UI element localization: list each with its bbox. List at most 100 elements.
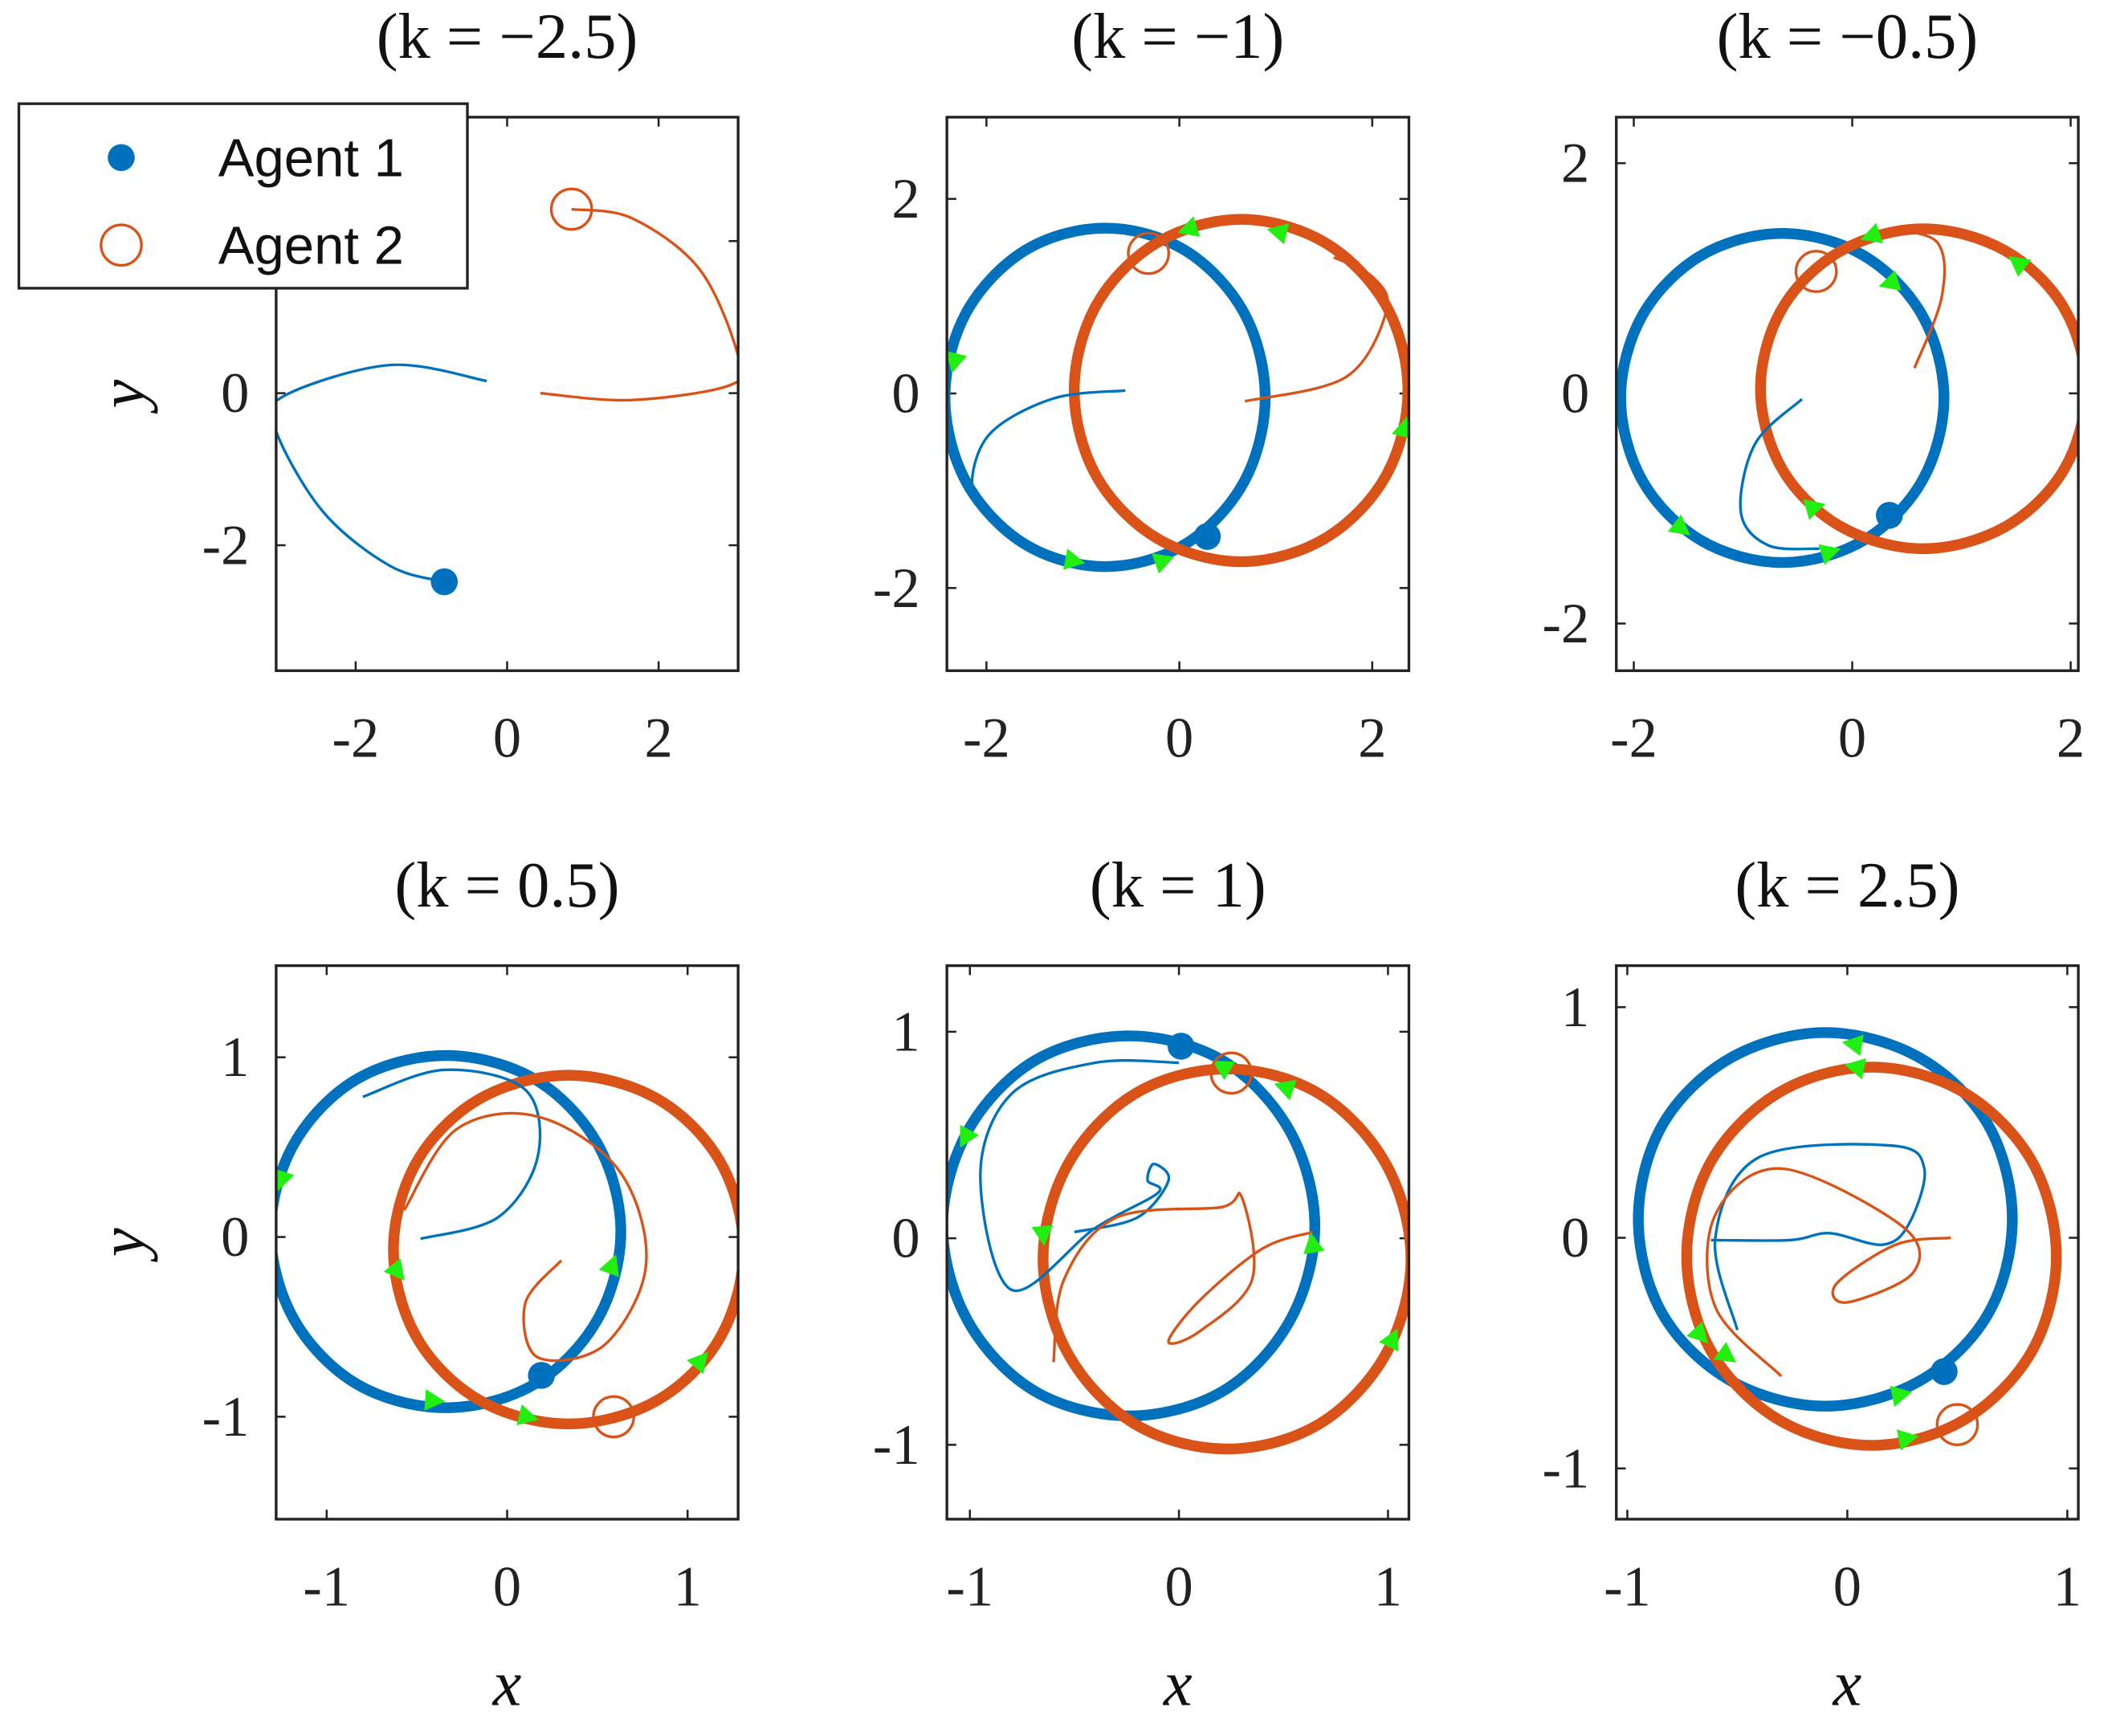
y-tick-label: 0 (1561, 1207, 1589, 1269)
direction-arrow (275, 1168, 295, 1192)
direction-arrow (1890, 1385, 1912, 1408)
direction-arrow (1303, 1232, 1325, 1255)
direction-arrow (1392, 416, 1409, 439)
y-tick-label: -1 (873, 1414, 920, 1477)
y-tick-label: -1 (1543, 1437, 1590, 1500)
limit-cycle (947, 222, 1271, 573)
trajectory (362, 1068, 542, 1241)
limit-cycle (947, 1030, 1321, 1422)
y-tick-label: 1 (891, 1000, 919, 1063)
axes-box (275, 964, 740, 1521)
x-tick-label: -1 (303, 1555, 350, 1618)
x-tick-label: -2 (332, 707, 380, 770)
subplot: (k = 1) x -1 0 1 -1 0 1 (873, 850, 1411, 1719)
limit-cycle (1681, 1062, 2062, 1451)
agent-marker (1127, 231, 1170, 275)
direction-arrow (1152, 553, 1175, 574)
trajectory (540, 207, 739, 402)
trajectory (1887, 227, 1947, 369)
subplot-title: (k = 1) (1090, 850, 1266, 921)
trajectory (1739, 397, 1820, 551)
y-tick-label: -2 (1543, 593, 1590, 655)
subplot: (k = 0.5) x y -1 0 1 -1 0 1 (87, 850, 740, 1719)
trajectory (1052, 1192, 1314, 1363)
x-tick-label: 1 (674, 1555, 702, 1618)
y-tick-label: -2 (202, 515, 250, 577)
y-tick-label: 0 (891, 1208, 919, 1270)
direction-arrow (1063, 548, 1086, 570)
x-tick-label: 0 (1838, 707, 1866, 770)
axes-box (275, 116, 740, 672)
direction-arrow (1667, 514, 1690, 536)
y-tick-label: 1 (221, 1026, 249, 1089)
x-tick-label: 0 (1164, 1555, 1193, 1618)
plot-area (947, 214, 1409, 574)
x-tick-label: 0 (493, 1555, 521, 1618)
direction-arrow (1818, 544, 1841, 565)
x-tick-label: 1 (2053, 1555, 2081, 1618)
y-tick-label: -2 (873, 557, 920, 620)
trajectory (1706, 1167, 1951, 1378)
trajectory (1710, 1143, 1926, 1331)
plot-area (1633, 1027, 2062, 1451)
x-tick-label: 2 (645, 707, 673, 770)
direction-arrow (1844, 1057, 1866, 1080)
subplot: (k = 2.5) x -1 0 1 -1 0 1 (1543, 850, 2081, 1720)
limit-cycle (1068, 214, 1409, 568)
direction-arrow (383, 1257, 405, 1281)
legend-label: Agent 2 (218, 216, 404, 276)
x-tick-label: -1 (1604, 1555, 1651, 1618)
agent-marker (430, 568, 459, 596)
agent-marker (1193, 523, 1221, 550)
direction-arrow (947, 351, 968, 373)
agent-marker (1875, 502, 1903, 529)
x-axis-label: x (1833, 1648, 1862, 1719)
x-axis-label: x (492, 1648, 522, 1719)
legend-box (17, 102, 469, 290)
direction-arrow (1212, 1060, 1236, 1081)
direction-arrow (1896, 1429, 1919, 1451)
x-tick-label: 2 (2057, 707, 2085, 770)
agent-marker (549, 187, 593, 231)
trajectory (979, 1058, 1180, 1293)
direction-arrow (1379, 1328, 1399, 1352)
trajectory (970, 389, 1126, 511)
subplot: (k = −1) -2 0 2 -2 0 2 (873, 1, 1411, 770)
direction-arrow (598, 1254, 619, 1278)
subplot-title: (k = 2.5) (1735, 850, 1959, 921)
direction-arrow (960, 1124, 980, 1148)
direction-arrow (2008, 255, 2032, 277)
limit-cycle (388, 1070, 739, 1430)
subplot: (k = −0.5) -2 0 2 -2 0 2 (1543, 1, 2085, 770)
direction-arrow (1860, 222, 1883, 244)
y-tick-label: -1 (202, 1386, 250, 1449)
x-tick-label: 1 (1374, 1555, 1402, 1618)
x-axis-label: x (1163, 1648, 1193, 1719)
axes-box (945, 964, 1411, 1521)
limit-cycle (1038, 1063, 1409, 1455)
direction-arrow (687, 1351, 708, 1375)
y-tick-label: 0 (221, 1206, 249, 1269)
axes-box (1615, 116, 2080, 672)
axes-box (945, 116, 1411, 672)
direction-arrow (1878, 270, 1902, 291)
y-tick-label: 0 (221, 362, 249, 425)
direction-arrow (424, 1389, 446, 1411)
y-tick-label: 2 (1561, 132, 1589, 195)
subplot-title: (k = 0.5) (394, 850, 619, 921)
agent-marker (592, 1395, 635, 1439)
x-tick-label: -1 (946, 1555, 993, 1618)
legend-marker (108, 144, 135, 172)
x-tick-label: -2 (963, 707, 1010, 770)
direction-arrow (1274, 1079, 1297, 1101)
direction-arrow (1177, 216, 1201, 237)
x-tick-label: 2 (1358, 707, 1386, 770)
y-axis-label: y (87, 379, 158, 414)
direction-arrow (1841, 1034, 1864, 1057)
y-tick-label: 1 (1561, 976, 1589, 1039)
x-tick-label: 0 (1165, 707, 1193, 770)
y-tick-label: 2 (891, 168, 919, 230)
direction-arrow (1713, 1342, 1736, 1363)
subplot-title: (k = −1) (1071, 1, 1284, 72)
